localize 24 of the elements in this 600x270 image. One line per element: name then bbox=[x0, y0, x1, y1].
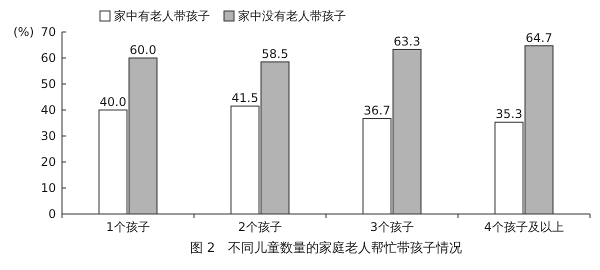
y-tick-label: 40 bbox=[40, 103, 56, 117]
y-tick-label: 20 bbox=[40, 155, 56, 169]
y-tick-label: 60 bbox=[40, 51, 56, 65]
y-tick-label: 30 bbox=[40, 129, 56, 143]
y-tick-label: 10 bbox=[40, 181, 56, 195]
data-label: 41.5 bbox=[232, 91, 258, 106]
y-axis-title: (%) bbox=[13, 25, 34, 39]
x-tick-label: 1个孩子 bbox=[106, 220, 150, 234]
legend-label: 家中有老人带孩子 bbox=[114, 9, 210, 23]
x-tick-label: 2个孩子 bbox=[238, 220, 282, 234]
legend-label: 家中没有老人带孩子 bbox=[238, 9, 346, 23]
data-label: 36.7 bbox=[364, 104, 390, 118]
x-tick-label: 4个孩子及以上 bbox=[484, 220, 564, 234]
y-tick-label: 70 bbox=[40, 25, 56, 39]
y-tick-label: 50 bbox=[40, 77, 56, 91]
data-label: 40.0 bbox=[100, 95, 126, 109]
text: 图 2 不同儿童数量的家庭老人帮忙带孩子情况 bbox=[190, 240, 462, 256]
data-label: 64.7 bbox=[526, 30, 552, 45]
y-tick-label: 0 bbox=[48, 207, 56, 221]
x-tick-label: 3个孩子 bbox=[370, 220, 414, 234]
data-label: 63.3 bbox=[394, 34, 420, 48]
data-label: 60.0 bbox=[130, 43, 156, 57]
data-label: 35.3 bbox=[496, 107, 522, 122]
data-label: 58.5 bbox=[262, 46, 288, 61]
